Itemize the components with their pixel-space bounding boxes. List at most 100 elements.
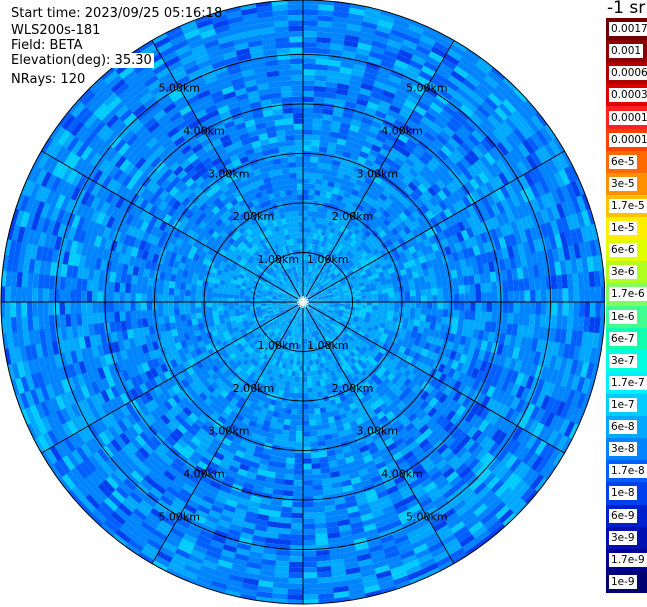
ppi-cell: [346, 135, 357, 143]
ppi-cell: [310, 457, 320, 464]
ppi-cell: [407, 23, 425, 35]
ppi-cell: [324, 267, 330, 274]
ppi-cell: [355, 295, 362, 300]
ppi-cell: [306, 221, 312, 228]
ppi-cell: [424, 200, 435, 211]
ppi-cell: [326, 277, 332, 283]
ppi-cell: [469, 310, 476, 321]
ppi-cell: [557, 288, 563, 303]
ppi-cell: [313, 506, 326, 513]
ppi-cell: [329, 131, 340, 139]
ppi-cell: [347, 18, 364, 27]
ppi-cell: [303, 259, 306, 266]
ppi-cell: [294, 452, 303, 459]
ppi-cell: [326, 186, 334, 193]
ppi-cell: [451, 190, 462, 203]
ppi-cell: [393, 94, 407, 105]
ppi-cell: [377, 302, 384, 307]
ppi-cell: [498, 102, 513, 118]
ppi-cell: [319, 407, 327, 414]
ppi-cell: [402, 279, 410, 287]
ppi-cell: [318, 270, 324, 276]
ppi-cell: [403, 143, 415, 154]
ppi-cell: [407, 153, 419, 164]
ppi-cell: [293, 387, 299, 394]
ppi-cell: [388, 292, 395, 298]
ppi-cell: [568, 287, 574, 303]
ppi-cell: [398, 229, 407, 238]
ppi-cell: [335, 88, 349, 96]
ppi-cell: [436, 316, 443, 325]
ppi-cell: [302, 523, 315, 530]
ppi-cell: [217, 310, 224, 316]
ppi-cell: [422, 150, 434, 162]
ppi-cell: [307, 205, 314, 212]
ppi-cell: [345, 250, 353, 257]
ppi-cell: [278, 451, 288, 458]
ppi-cell: [435, 133, 449, 146]
ppi-cell: [306, 238, 310, 244]
ppi-cell: [310, 222, 316, 229]
ppi-cell: [497, 291, 504, 303]
ppi-cell: [346, 237, 354, 244]
ppi-cell: [363, 10, 381, 20]
ppi-cell: [393, 286, 400, 293]
ppi-cell: [327, 270, 333, 277]
ppi-cell: [356, 264, 364, 271]
ppi-cell: [525, 154, 538, 170]
ppi-cell: [363, 254, 371, 262]
ppi-cell: [320, 212, 327, 220]
ppi-cell: [303, 25, 319, 32]
ppi-cell: [281, 500, 293, 508]
ppi-cell: [297, 403, 303, 410]
ppi-cell: [306, 232, 311, 239]
ppi-cell: [403, 312, 410, 320]
ppi-cell: [428, 196, 439, 208]
ppi-cell: [435, 36, 453, 49]
ppi-cell: [452, 112, 467, 126]
ppi-cell: [364, 202, 373, 211]
ppi-cell: [356, 132, 368, 141]
ppi-cell: [320, 271, 325, 277]
ppi-cell: [491, 311, 498, 323]
ppi-cell: [146, 309, 153, 319]
ppi-cell: [501, 312, 509, 324]
ppi-cell: [338, 266, 345, 273]
ppi-cell: [337, 132, 349, 141]
ppi-cell: [403, 124, 416, 135]
ppi-cell: [302, 420, 310, 426]
ppi-cell: [524, 290, 531, 303]
ppi-cell: [303, 221, 308, 228]
ppi-cell: [487, 70, 503, 85]
ppi-cell: [312, 490, 324, 497]
ppi-cell: [81, 312, 88, 326]
ppi-cell: [308, 277, 312, 283]
ppi-cell: [303, 118, 313, 124]
ppi-cell: [324, 92, 337, 100]
ppi-cell: [556, 274, 563, 290]
ppi-cell: [431, 308, 438, 317]
ppi-cell: [316, 256, 321, 263]
ppi-cell: [312, 250, 317, 257]
ppi-cell: [302, 403, 309, 410]
ppi-cell: [390, 219, 400, 228]
ppi-cell: [459, 104, 474, 118]
ppi-cell: [496, 141, 510, 157]
ppi-cell: [275, 549, 290, 557]
ppi-cell: [315, 549, 330, 557]
ppi-cell: [317, 440, 326, 447]
ppi-cell: [370, 237, 379, 245]
ppi-cell: [323, 219, 330, 226]
ppi-cell: [414, 173, 426, 184]
ppi-cell: [321, 207, 329, 215]
ppi-cell: [436, 309, 443, 317]
ppi-cell: [442, 294, 449, 303]
ppi-cell: [445, 182, 457, 195]
ppi-cell: [185, 313, 192, 321]
ppi-cell: [288, 430, 297, 437]
ppi-cell: [130, 310, 137, 321]
ppi-cell: [361, 21, 378, 31]
ppi-cell: [341, 196, 350, 204]
ppi-cell: [328, 280, 334, 286]
ppi-cell: [305, 276, 308, 282]
